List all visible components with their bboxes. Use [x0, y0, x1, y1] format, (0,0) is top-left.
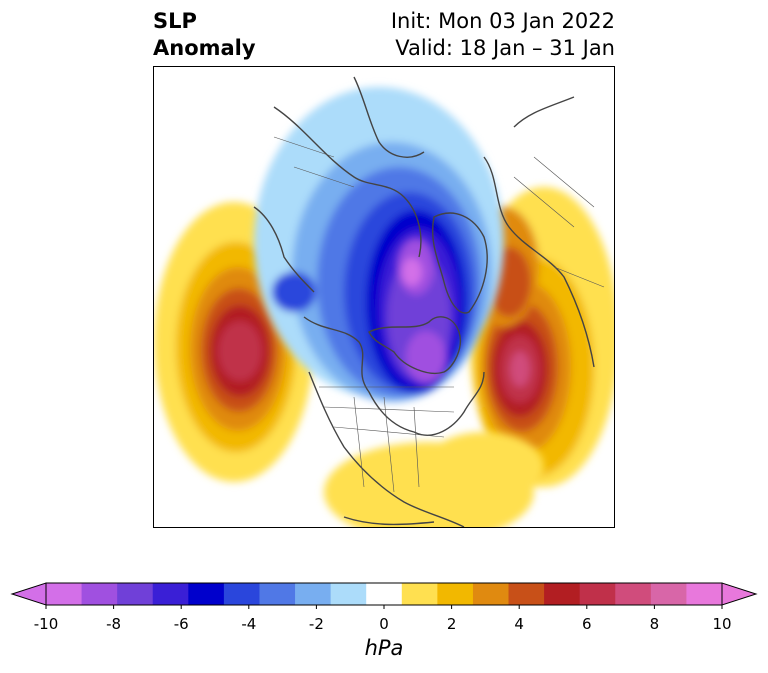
colorbar-bin: [650, 583, 687, 605]
title-variable: SLP: [153, 9, 197, 33]
colorbar-bin: [472, 583, 510, 605]
colorbar-tick-label: -10: [34, 615, 59, 633]
anomaly-map: [153, 66, 615, 528]
colorbar-bin: [223, 583, 260, 605]
colorbar-tick-label: 0: [379, 615, 389, 633]
colorbar-extend-min: [10, 582, 47, 606]
colorbar-extend-max: [721, 582, 758, 606]
borders: [273, 136, 605, 493]
colorbar-bin: [117, 583, 154, 605]
coastlines: [253, 76, 595, 527]
map-canvas: [154, 76, 614, 527]
colorbar-bin: [295, 583, 332, 605]
colorbar-bin: [615, 583, 652, 605]
colorbar-bin: [686, 583, 723, 605]
colorbar-tick-label: -4: [241, 615, 256, 633]
colorbar-bin: [46, 583, 83, 605]
colorbar-bin: [152, 583, 189, 605]
colorbar-bin: [508, 583, 545, 605]
map-dates: Init: Mon 03 Jan 2022 Valid: 18 Jan – 31…: [391, 8, 615, 62]
colorbar-bin: [330, 583, 367, 605]
colorbar-bin: [437, 583, 474, 605]
colorbar: -10 -8 -6 -4 -2 0 2 4 6 8 10: [10, 582, 758, 633]
colorbar-tick-label: 6: [582, 615, 592, 633]
colorbar-tick-label: -2: [309, 615, 324, 633]
valid-range: Valid: 18 Jan – 31 Jan: [395, 36, 615, 60]
colorbar-tick-label: 2: [447, 615, 457, 633]
colorbar-tick-label: -6: [174, 615, 189, 633]
title-variable-type: Anomaly: [153, 36, 256, 60]
caribbean-high-anomaly: [324, 432, 544, 527]
colorbar-unit: hPa: [364, 636, 404, 660]
init-date: Init: Mon 03 Jan 2022: [390, 9, 615, 33]
arctic-low-anomaly: [254, 87, 504, 402]
map-title: SLP Anomaly: [153, 8, 256, 62]
colorbar-bin: [401, 583, 438, 605]
colorbar-tick-label: -8: [106, 615, 121, 633]
colorbar-bin: [259, 583, 296, 605]
colorbar-bin: [579, 583, 616, 605]
colorbar-tick-label: 4: [514, 615, 524, 633]
colorbar-bin: [366, 583, 403, 605]
colorbar-bin: [188, 583, 225, 605]
colorbar-bin: [544, 583, 581, 605]
colorbar-bin: [81, 583, 118, 605]
colorbar-tick-label: 10: [712, 615, 731, 633]
colorbar-tick-label: 8: [650, 615, 660, 633]
